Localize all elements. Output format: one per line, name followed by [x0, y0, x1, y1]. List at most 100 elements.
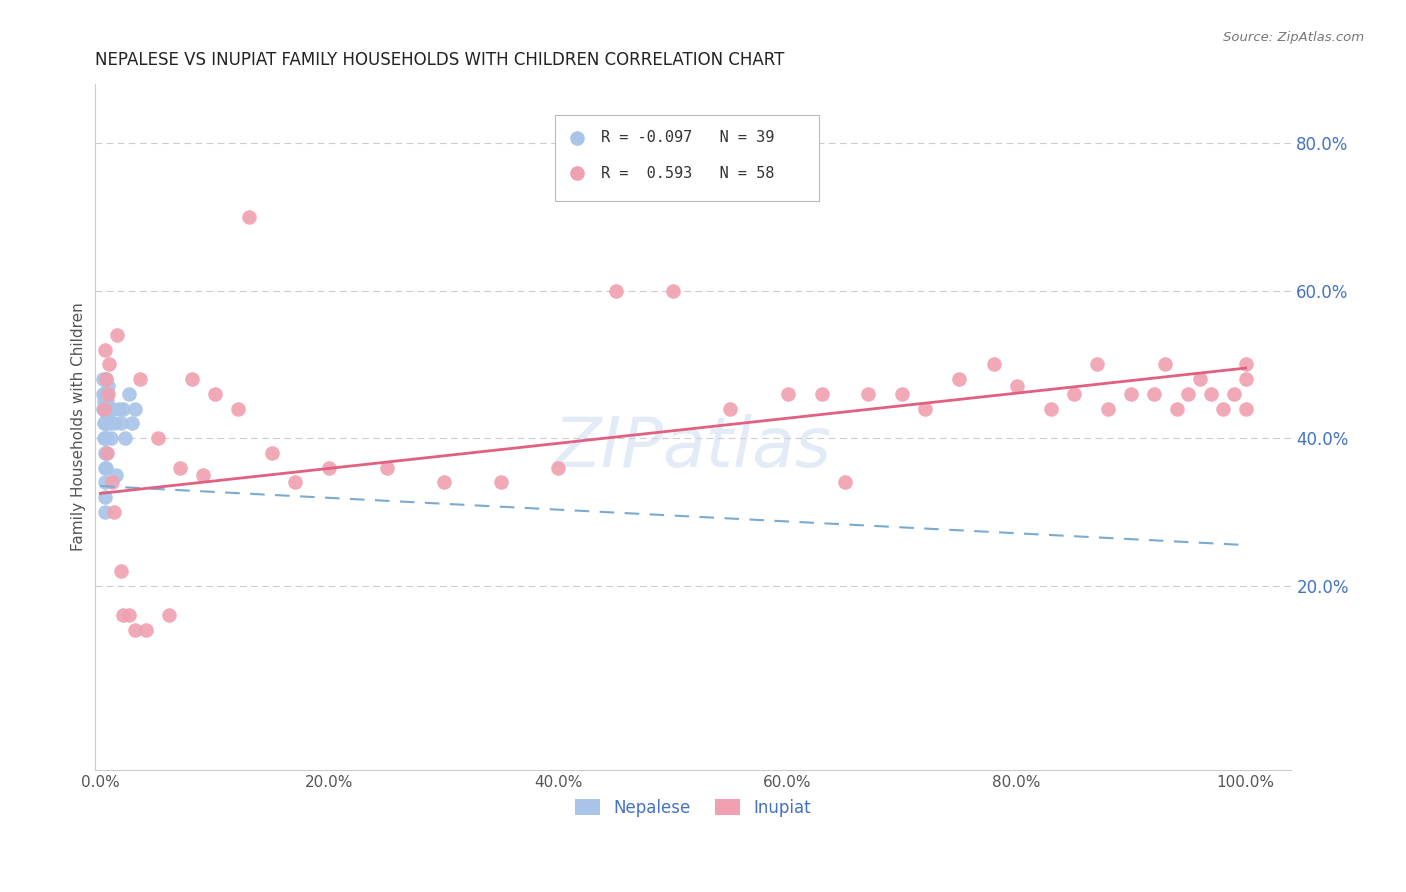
Point	[97, 387, 120, 401]
Point	[157, 608, 180, 623]
Point	[100, 401, 122, 416]
Text: ZIPatlas: ZIPatlas	[554, 414, 832, 481]
Point	[107, 401, 129, 416]
Text: NEPALESE VS INUPIAT FAMILY HOUSEHOLDS WITH CHILDREN CORRELATION CHART: NEPALESE VS INUPIAT FAMILY HOUSEHOLDS WI…	[94, 51, 785, 69]
Point	[718, 401, 741, 416]
Point	[1063, 387, 1085, 401]
Point	[94, 460, 117, 475]
Point	[96, 409, 118, 423]
Point	[1188, 372, 1211, 386]
Point	[1177, 387, 1199, 401]
Point	[1143, 387, 1166, 401]
Point	[118, 608, 141, 623]
Point	[1005, 379, 1028, 393]
Point	[94, 372, 117, 386]
Text: R =  0.593   N = 58: R = 0.593 N = 58	[600, 166, 775, 181]
Bar	[555, 115, 818, 201]
Point	[1166, 401, 1188, 416]
Point	[107, 327, 129, 342]
Point	[91, 387, 114, 401]
Text: Source: ZipAtlas.com: Source: ZipAtlas.com	[1223, 31, 1364, 45]
Point	[433, 475, 456, 490]
Legend: Nepalese, Inupiat: Nepalese, Inupiat	[568, 792, 818, 823]
Point	[914, 401, 936, 416]
Point	[94, 490, 117, 504]
Point	[94, 446, 117, 460]
Point	[94, 475, 117, 490]
Point	[605, 284, 627, 298]
Point	[96, 394, 118, 409]
Point	[318, 460, 340, 475]
Point	[811, 387, 834, 401]
Point	[181, 372, 204, 386]
Point	[776, 387, 799, 401]
Point	[91, 401, 114, 416]
Point	[856, 387, 879, 401]
Point	[112, 401, 135, 416]
Point	[547, 460, 569, 475]
Point	[124, 623, 146, 637]
Point	[204, 387, 226, 401]
Point	[284, 475, 307, 490]
Point	[105, 468, 128, 483]
Point	[114, 431, 136, 445]
Point	[91, 372, 114, 386]
Point	[1085, 357, 1108, 371]
Y-axis label: Family Households with Children: Family Households with Children	[72, 302, 86, 551]
Point	[94, 446, 117, 460]
Point	[94, 417, 117, 431]
Point	[94, 343, 117, 357]
Point	[489, 475, 512, 490]
Point	[135, 623, 157, 637]
Point	[94, 460, 117, 475]
Point	[93, 401, 115, 416]
Point	[1234, 357, 1257, 371]
Point	[100, 431, 122, 445]
Point	[551, 46, 574, 61]
Point	[834, 475, 856, 490]
Point	[103, 417, 125, 431]
Point	[100, 475, 122, 490]
Text: R = -0.097   N = 39: R = -0.097 N = 39	[600, 130, 775, 145]
Point	[1201, 387, 1223, 401]
Point	[1097, 401, 1119, 416]
Point	[94, 401, 117, 416]
Point	[1212, 401, 1234, 416]
Point	[375, 460, 398, 475]
Point	[169, 460, 191, 475]
Point	[93, 394, 115, 409]
Point	[93, 431, 115, 445]
Point	[94, 417, 117, 431]
Point	[94, 387, 117, 401]
Point	[97, 379, 120, 393]
Point	[98, 417, 121, 431]
Point	[262, 446, 284, 460]
Point	[662, 284, 685, 298]
Point	[1154, 357, 1177, 371]
Point	[891, 387, 914, 401]
Point	[112, 608, 135, 623]
Point	[551, 85, 574, 99]
Point	[226, 401, 249, 416]
Point	[1119, 387, 1142, 401]
Point	[118, 387, 141, 401]
Point	[103, 505, 125, 519]
Point	[146, 431, 169, 445]
Point	[93, 417, 115, 431]
Point	[1223, 387, 1246, 401]
Point	[93, 401, 115, 416]
Point	[110, 564, 132, 578]
Point	[121, 417, 143, 431]
Point	[1234, 372, 1257, 386]
Point	[948, 372, 970, 386]
Point	[129, 372, 152, 386]
Point	[1039, 401, 1062, 416]
Point	[96, 446, 118, 460]
Point	[98, 357, 121, 371]
Point	[94, 431, 117, 445]
Point	[94, 431, 117, 445]
Point	[983, 357, 1005, 371]
Point	[94, 505, 117, 519]
Point	[1234, 401, 1257, 416]
Point	[94, 401, 117, 416]
